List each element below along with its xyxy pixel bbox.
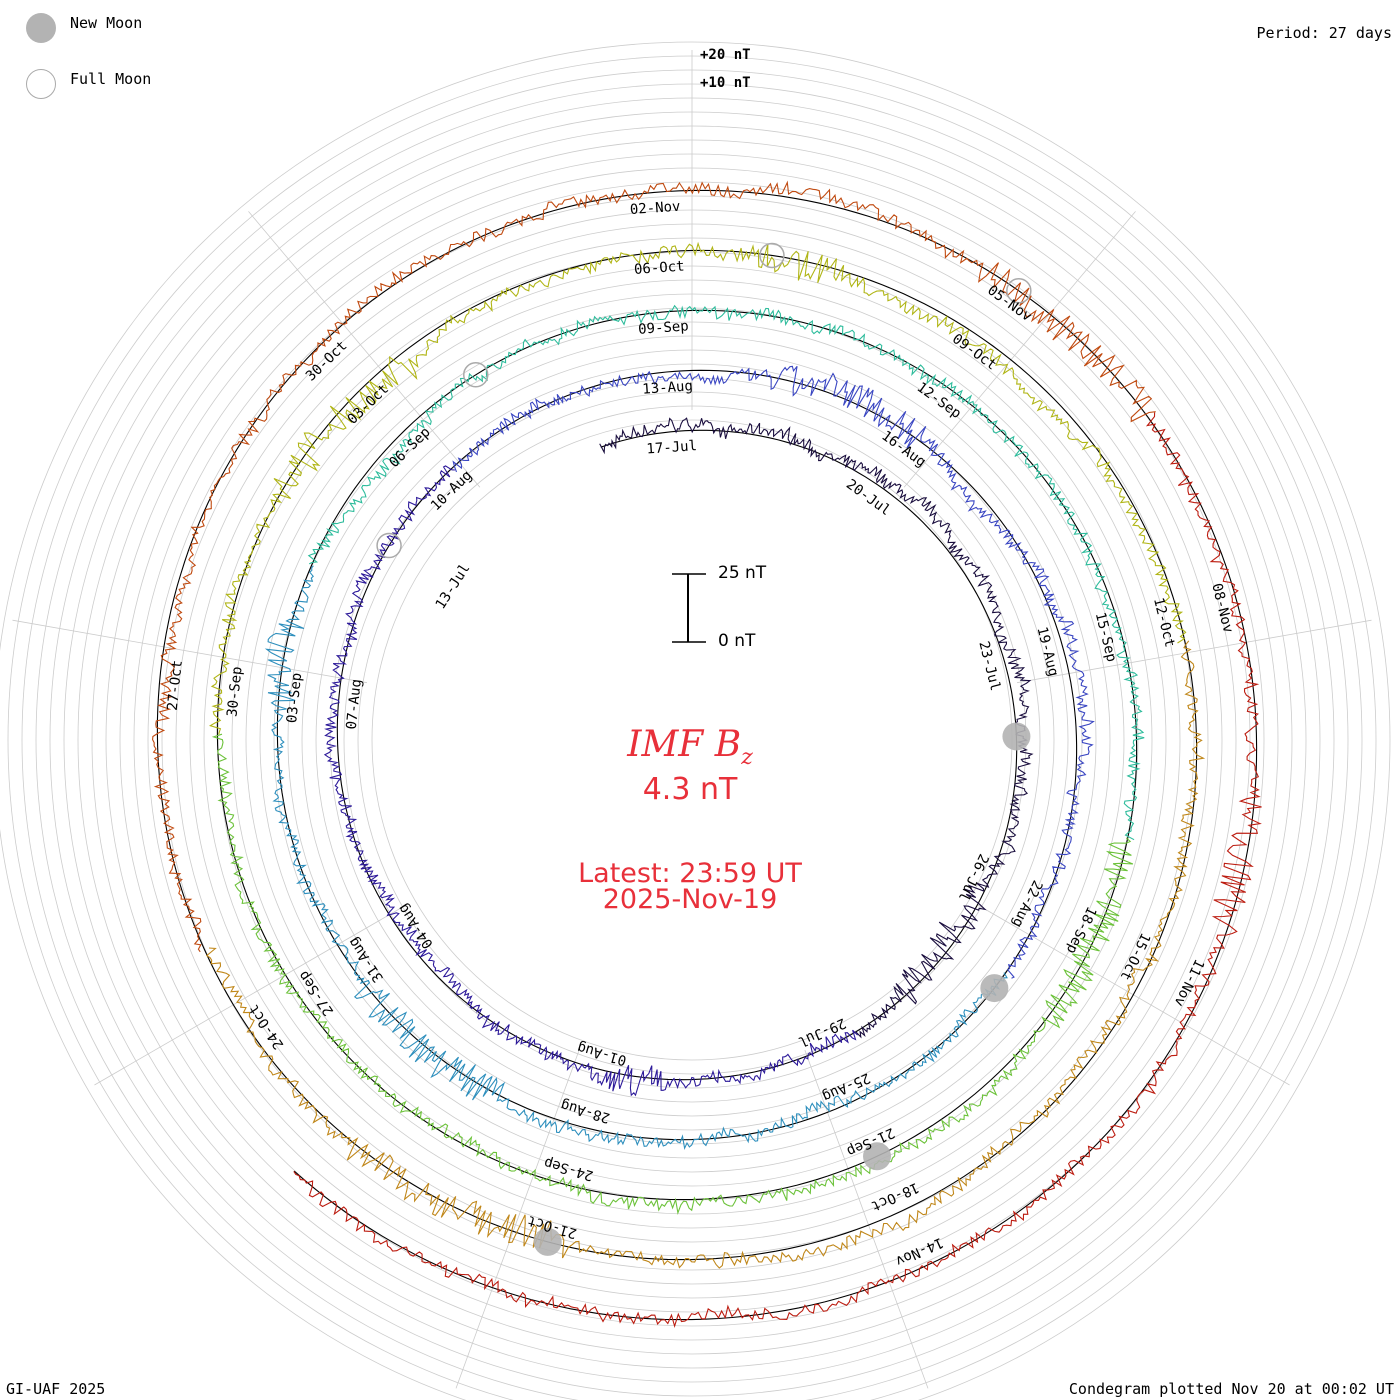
- date-label: 11-Nov: [1170, 956, 1207, 1008]
- bz-trace-segment: [293, 412, 1262, 1329]
- ring-label-plus-10: +10 nT: [700, 75, 751, 91]
- credit-label: GI-UAF 2025: [6, 1380, 106, 1398]
- date-label: 26-Jul: [955, 851, 992, 903]
- bz-trace-segment: [323, 465, 858, 1097]
- date-label: 01-Aug: [575, 1039, 628, 1068]
- full-moon-marker: [376, 532, 402, 559]
- scale-bar: [672, 573, 706, 643]
- date-label: 13-Aug: [642, 378, 694, 397]
- new-moon-marker: [1002, 722, 1031, 751]
- date-label: 14-Nov: [893, 1234, 946, 1269]
- scale-top-label: 25 nT: [718, 563, 767, 583]
- date-label: 02-Nov: [629, 199, 681, 218]
- date-label: 17-Jul: [646, 438, 698, 457]
- date-label: 24-Oct: [246, 1001, 288, 1052]
- date-label: 27-Oct: [165, 659, 186, 711]
- spoke-line: [248, 211, 481, 488]
- spoke-line: [903, 211, 1136, 488]
- bz-trace-segment: [599, 417, 1034, 1039]
- bz-trace-segment: [452, 365, 1095, 979]
- full-moon-marker: [463, 362, 489, 388]
- spoke-line: [12, 619, 368, 684]
- date-label: 04-Aug: [395, 900, 437, 951]
- date-label: 09-Sep: [638, 318, 690, 337]
- latest-value: 4.3 nT: [642, 772, 738, 807]
- full-moon-marker: [759, 242, 785, 269]
- chart-title-main: IMF B: [627, 724, 742, 765]
- full-moon-icon: [26, 69, 56, 99]
- chart-title: IMF Bz: [500, 724, 880, 770]
- date-label: 22-Aug: [1009, 877, 1046, 929]
- full-moon-marker: [1006, 278, 1032, 304]
- bz-trace-segment: [152, 180, 1156, 953]
- date-label: 27-Sep: [296, 968, 338, 1019]
- date-label: 20-Jul: [843, 476, 893, 519]
- date-label: 06-Oct: [634, 258, 686, 277]
- baseline-spiral: [156, 189, 1258, 1321]
- new-moon-marker: [863, 1142, 892, 1171]
- date-label: 29-Jul: [796, 1014, 849, 1049]
- date-label: 03-Sep: [284, 672, 305, 724]
- bz-trace-segment: [211, 733, 1134, 1215]
- bz-trace-segment: [264, 565, 1008, 1151]
- date-label: 07-Aug: [344, 678, 365, 730]
- baseline-spiral-path: [156, 189, 1258, 1321]
- date-label: 30-Oct: [303, 338, 350, 385]
- bz-trace-segment: [205, 640, 1206, 1269]
- legend-new-moon-label: New Moon: [70, 14, 143, 32]
- spoke-line: [455, 1049, 580, 1389]
- bz-trace-segment: [208, 241, 1187, 735]
- new-moon-marker: [980, 974, 1009, 1003]
- ring-label-plus-20: +20 nT: [700, 47, 751, 63]
- gridlines: [0, 41, 1391, 1400]
- date-label: 15-Oct: [1117, 930, 1154, 982]
- spoke-line: [1016, 619, 1372, 684]
- legend-full-moon-label: Full Moon: [70, 70, 152, 88]
- moon-markers: [376, 242, 1032, 1256]
- latest-date: 2025-Nov-19: [602, 884, 778, 915]
- chart-title-subscript: z: [741, 745, 753, 771]
- grid-circle: [0, 41, 1391, 1400]
- date-label: 30-Sep: [224, 666, 245, 718]
- date-label: 15-Sep: [1092, 611, 1120, 664]
- date-label: 23-Jul: [975, 640, 1003, 693]
- bz-trace-segment: [307, 304, 1145, 841]
- date-label: 31-Aug: [345, 934, 387, 985]
- latest-time: Latest: 23:59 UT: [578, 858, 802, 889]
- period-label: Period: 27 days: [1256, 24, 1392, 42]
- scale-bottom-label: 0 nT: [718, 631, 756, 651]
- date-label: 13-Jul: [433, 561, 474, 612]
- new-moon-icon: [26, 13, 56, 43]
- bz-trace: [152, 180, 1262, 1329]
- spoke-line: [94, 904, 407, 1086]
- new-moon-marker: [533, 1227, 562, 1256]
- plotted-timestamp: Condegram plotted Nov 20 at 00:02 UT: [1068, 1380, 1394, 1398]
